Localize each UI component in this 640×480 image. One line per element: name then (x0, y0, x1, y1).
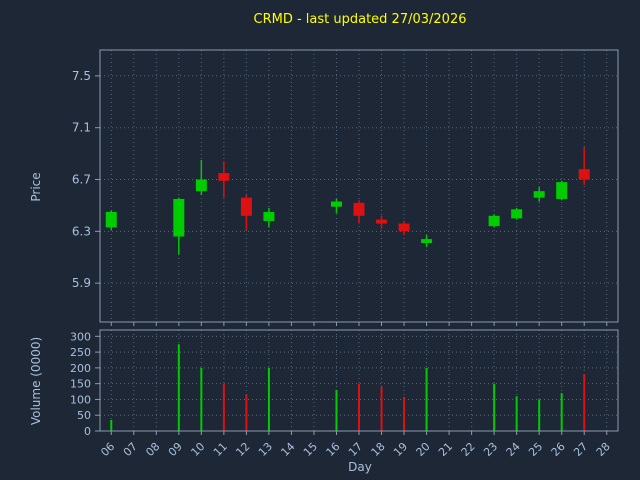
day-tick-label: 14 (278, 440, 297, 459)
day-tick-label: 28 (594, 440, 613, 459)
candle-body-up (511, 209, 523, 219)
price-axis-label: Price (29, 172, 43, 202)
price-tick-label: 6.7 (72, 173, 91, 187)
volume-tick-label: 100 (70, 393, 91, 406)
candle-body-up (195, 179, 207, 192)
day-tick-label: 09 (166, 440, 185, 459)
day-axis-label: Day (348, 460, 372, 474)
candle-body-down (240, 197, 252, 216)
chart-title: CRMD - last updated 27/03/2026 (253, 12, 467, 27)
day-tick-label: 10 (188, 440, 207, 459)
day-tick-label: 21 (436, 440, 455, 459)
day-tick-label: 26 (549, 440, 568, 459)
volume-axis-label: Volume (0000) (29, 336, 43, 426)
price-tick-label: 6.3 (72, 224, 91, 238)
volume-tick-label: 300 (70, 330, 91, 343)
day-tick-label: 18 (369, 440, 388, 459)
candle-body-down (353, 202, 365, 216)
day-tick-label: 06 (98, 440, 117, 459)
candle-body-up (488, 215, 500, 227)
candle-body-down (376, 219, 388, 224)
price-tick-label: 7.5 (72, 69, 91, 83)
volume-tick-label: 0 (84, 425, 91, 438)
day-tick-label: 23 (481, 440, 500, 459)
day-tick-label: 19 (391, 440, 410, 459)
candle-body-down (578, 169, 590, 180)
candle-body-up (556, 182, 568, 199)
day-tick-label: 15 (301, 440, 320, 459)
price-tick-label: 7.1 (72, 121, 91, 135)
candle-body-up (533, 191, 545, 198)
candle-body-up (421, 239, 433, 243)
day-tick-label: 22 (459, 440, 478, 459)
day-tick-label: 11 (211, 440, 230, 459)
volume-tick-label: 50 (77, 409, 91, 422)
day-tick-label: 12 (233, 440, 252, 459)
candle-body-up (330, 201, 342, 207)
volume-tick-label: 200 (70, 362, 91, 375)
day-tick-label: 24 (504, 440, 523, 459)
candle-body-down (398, 223, 410, 232)
day-tick-label: 08 (143, 440, 162, 459)
candle-body-up (105, 211, 117, 228)
candle-body-up (263, 211, 275, 221)
day-tick-label: 25 (526, 440, 545, 459)
day-tick-label: 16 (324, 440, 343, 459)
price-tick-label: 5.9 (72, 276, 91, 290)
day-tick-label: 27 (571, 440, 590, 459)
day-tick-label: 13 (256, 440, 275, 459)
volume-tick-label: 250 (70, 346, 91, 359)
candle-body-up (173, 198, 185, 237)
day-tick-label: 17 (346, 440, 365, 459)
day-tick-label: 07 (121, 440, 140, 459)
day-tick-label: 20 (414, 440, 433, 459)
candle-body-down (218, 173, 230, 181)
volume-tick-label: 150 (70, 378, 91, 391)
